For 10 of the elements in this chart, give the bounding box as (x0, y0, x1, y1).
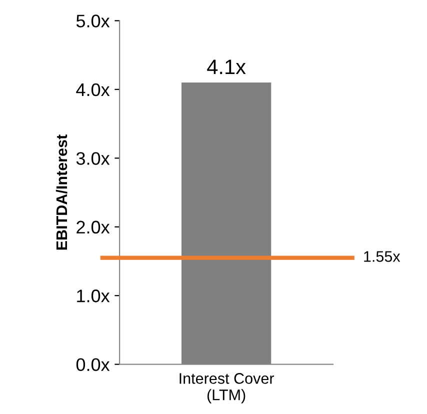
data-label: 4.1x (207, 60, 246, 74)
ref-line-label: 1.55x (364, 251, 400, 262)
y-tick-label: 0.0x (76, 358, 110, 372)
y-tick-label: 3.0x (76, 152, 110, 165)
x-tick-label: Interest Cover (LTM) (180, 373, 274, 404)
y-tick-label: 5.0x (76, 14, 110, 28)
y-tick-label: 4.0x (76, 83, 110, 96)
y-axis-title: EBITDA/Interest (56, 134, 68, 250)
y-tick-label: 2.0x (76, 220, 110, 234)
y-tick-label: 1.0x (77, 290, 110, 302)
